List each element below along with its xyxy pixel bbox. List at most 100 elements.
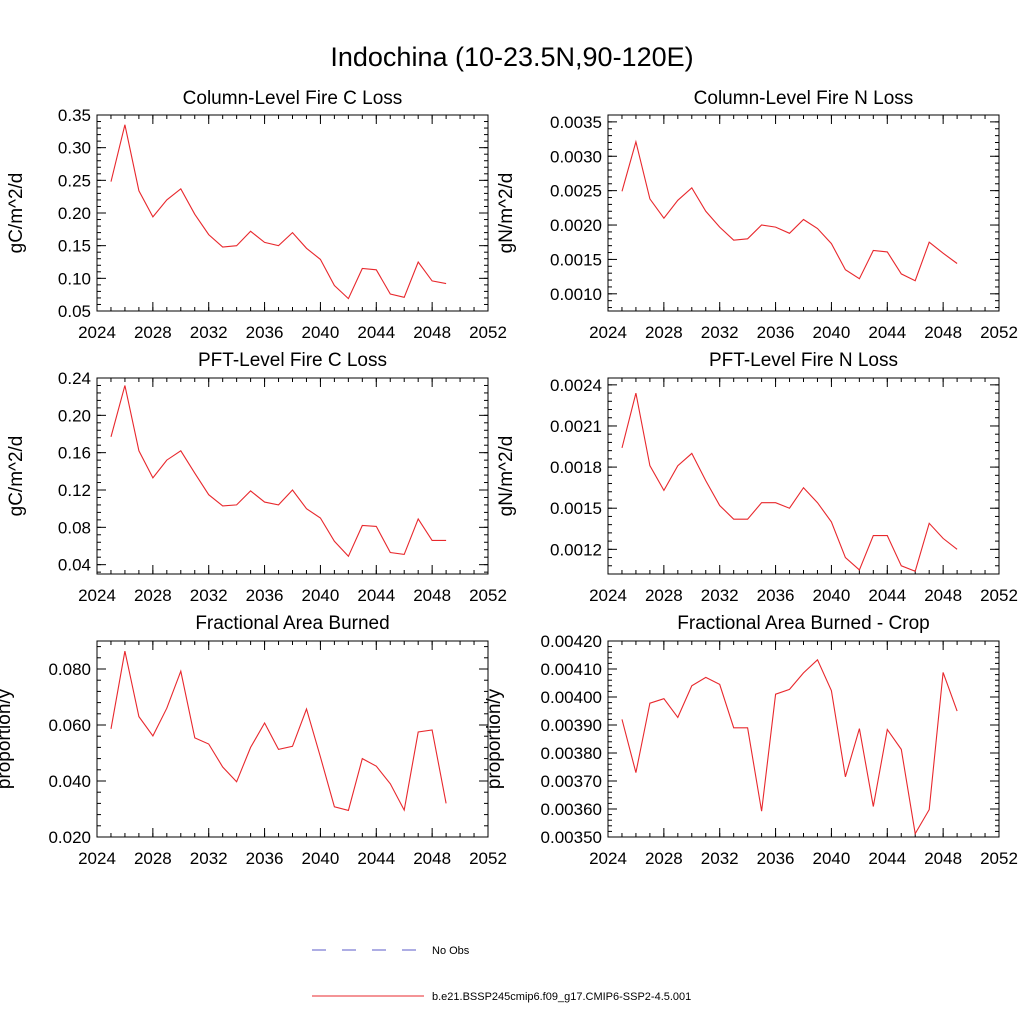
y-tick-label: 0.020: [48, 828, 91, 847]
x-tick-label: 2040: [302, 323, 340, 342]
y-tick-label: 0.0021: [550, 417, 602, 436]
x-tick-label: 2048: [413, 586, 451, 605]
y-axis-label: gC/m^2/d: [6, 173, 27, 254]
x-tick-label: 2024: [78, 323, 116, 342]
y-tick-label: 0.20: [58, 204, 91, 223]
y-axis-label: proportion/y: [484, 688, 505, 789]
y-tick-label: 0.0010: [550, 285, 602, 304]
x-tick-label: 2044: [868, 323, 906, 342]
y-tick-label: 0.10: [58, 269, 91, 288]
x-tick-label: 2024: [589, 586, 627, 605]
y-tick-label: 0.00410: [541, 660, 602, 679]
x-tick-label: 2052: [469, 323, 507, 342]
y-axis-label: proportion/y: [0, 688, 15, 789]
y-tick-label: 0.00380: [541, 744, 602, 763]
panel-column-fire-n-loss: Column-Level Fire N Loss gN/m^2/d 2024 20…: [496, 88, 1018, 342]
x-tick-label: 2024: [589, 323, 627, 342]
y-tick-label: 0.0018: [550, 458, 602, 477]
series-line: [110, 124, 447, 300]
y-tick-label: 0.15: [58, 237, 91, 256]
axes: 2024 2028 2032 2036 2040 2044 2048 2052 0.0012 0.…: [550, 376, 1018, 605]
axes: 2024 2028 2032 2036 2040 2044 2048 2052 0.0010 0.…: [550, 113, 1018, 342]
axes: 2024 2028 2032 2036 2040 2044 2048 2052 0.00350 0…: [541, 632, 1018, 868]
y-tick-label: 0.12: [58, 481, 91, 500]
x-tick-label: 2032: [701, 586, 739, 605]
y-tick-label: 0.04: [58, 556, 91, 575]
series-line: [621, 658, 958, 836]
x-tick-label: 2048: [413, 849, 451, 868]
legend-entry-model-run: b.e21.BSSP245cmip6.f09_g17.CMIP6-SSP2-4.…: [312, 991, 691, 1003]
y-tick-label: 0.30: [58, 139, 91, 158]
x-tick-label: 2052: [469, 849, 507, 868]
y-tick-label: 0.00360: [541, 800, 602, 819]
legend: No Obs b.e21.BSSP245cmip6.f09_g17.CMIP6-…: [312, 945, 691, 1003]
plot-frame: [607, 114, 1000, 312]
x-tick-label: 2036: [246, 849, 284, 868]
x-tick-label: 2028: [134, 586, 172, 605]
series-line: [621, 139, 958, 282]
axes: 2024 2028 2032 2036 2040 2044 2048 2052 0.05 0.10…: [58, 106, 507, 342]
series-line: [110, 385, 447, 558]
panel-column-fire-c-loss: Column-Level Fire C Loss gC/m^2/d 2024 20…: [6, 88, 507, 342]
panel-title: PFT-Level Fire C Loss: [198, 350, 387, 371]
panel-pft-fire-c-loss: PFT-Level Fire C Loss gC/m^2/d 2024 2028 2…: [6, 350, 507, 605]
x-tick-label: 2044: [357, 586, 395, 605]
x-tick-label: 2032: [701, 323, 739, 342]
axes: 2024 2028 2032 2036 2040 2044 2048 2052 0.020 0.0…: [48, 640, 507, 868]
legend-label-model-run: b.e21.BSSP245cmip6.f09_g17.CMIP6-SSP2-4.…: [432, 991, 691, 1003]
x-tick-label: 2032: [190, 849, 228, 868]
x-tick-label: 2024: [78, 586, 116, 605]
legend-entry-no-obs: No Obs: [312, 945, 470, 957]
x-tick-label: 2052: [469, 586, 507, 605]
y-axis-label: gN/m^2/d: [496, 436, 517, 517]
x-tick-label: 2040: [813, 323, 851, 342]
x-tick-label: 2036: [757, 849, 795, 868]
panel-fractional-area-burned-crop: Fractional Area Burned - Crop proportion…: [484, 613, 1018, 868]
series-line: [621, 392, 958, 573]
y-tick-label: 0.0015: [550, 250, 602, 269]
x-tick-label: 2048: [924, 586, 962, 605]
y-tick-label: 0.25: [58, 171, 91, 190]
x-tick-label: 2024: [589, 849, 627, 868]
x-tick-label: 2036: [246, 586, 284, 605]
series-line: [110, 650, 447, 812]
y-tick-label: 0.0012: [550, 540, 602, 559]
x-tick-label: 2032: [190, 586, 228, 605]
x-tick-label: 2040: [813, 849, 851, 868]
x-tick-label: 2044: [357, 849, 395, 868]
plot-frame: [607, 640, 1000, 838]
x-tick-label: 2048: [924, 323, 962, 342]
panel-fractional-area-burned: Fractional Area Burned proportion/y 2024…: [0, 613, 507, 868]
x-tick-label: 2052: [980, 323, 1018, 342]
y-tick-label: 0.0030: [550, 147, 602, 166]
x-tick-label: 2040: [302, 849, 340, 868]
y-tick-label: 0.20: [58, 406, 91, 425]
y-tick-label: 0.00350: [541, 828, 602, 847]
y-tick-label: 0.0025: [550, 182, 602, 201]
panel-title: Fractional Area Burned: [195, 613, 389, 634]
x-tick-label: 2032: [190, 323, 228, 342]
x-tick-label: 2052: [980, 586, 1018, 605]
panel-title: Column-Level Fire C Loss: [183, 88, 403, 109]
x-tick-label: 2044: [868, 849, 906, 868]
panel-title: Column-Level Fire N Loss: [694, 88, 914, 109]
x-tick-label: 2036: [757, 323, 795, 342]
axes: 2024 2028 2032 2036 2040 2044 2048 2052 0.04 0.08…: [58, 369, 507, 605]
x-tick-label: 2044: [357, 323, 395, 342]
y-tick-label: 0.16: [58, 444, 91, 463]
x-tick-label: 2040: [813, 586, 851, 605]
y-tick-label: 0.08: [58, 518, 91, 537]
y-axis-label: gC/m^2/d: [6, 436, 27, 517]
y-tick-label: 0.0015: [550, 499, 602, 518]
x-tick-label: 2052: [980, 849, 1018, 868]
x-tick-label: 2048: [924, 849, 962, 868]
panel-title: PFT-Level Fire N Loss: [709, 350, 898, 371]
y-tick-label: 0.05: [58, 302, 91, 321]
x-tick-label: 2028: [645, 323, 683, 342]
y-tick-label: 0.080: [48, 660, 91, 679]
x-tick-label: 2048: [413, 323, 451, 342]
y-tick-label: 0.35: [58, 106, 91, 125]
y-tick-label: 0.00420: [541, 632, 602, 651]
x-tick-label: 2028: [645, 849, 683, 868]
